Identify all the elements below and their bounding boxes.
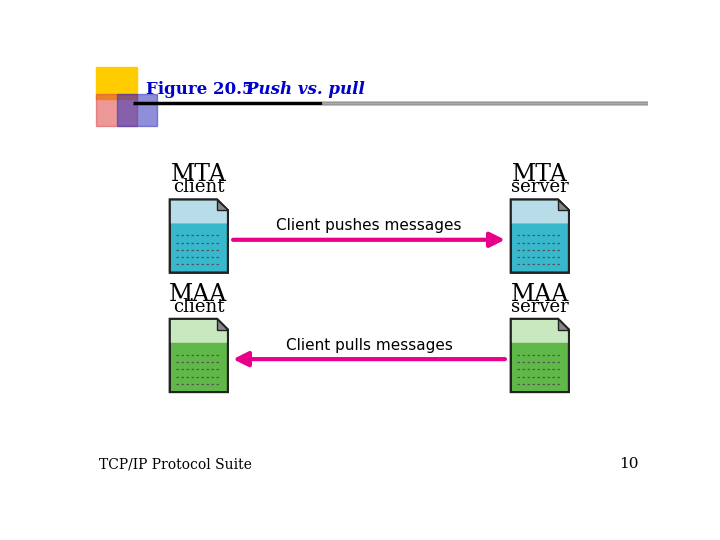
- Text: Figure 20.5: Figure 20.5: [145, 81, 253, 98]
- Text: TCP/IP Protocol Suite: TCP/IP Protocol Suite: [99, 457, 252, 471]
- Text: MTA: MTA: [512, 164, 567, 186]
- Text: Client pushes messages: Client pushes messages: [276, 218, 462, 233]
- Polygon shape: [510, 200, 569, 224]
- Bar: [96, 94, 137, 126]
- Text: MAA: MAA: [169, 283, 228, 306]
- Text: MTA: MTA: [171, 164, 226, 186]
- Polygon shape: [558, 319, 569, 330]
- Text: client: client: [173, 298, 224, 315]
- Polygon shape: [170, 200, 228, 224]
- Polygon shape: [170, 319, 228, 392]
- Polygon shape: [217, 200, 228, 211]
- Text: Push vs. pull: Push vs. pull: [223, 81, 365, 98]
- Text: client: client: [173, 178, 224, 196]
- Text: server: server: [510, 178, 568, 196]
- Polygon shape: [217, 319, 228, 330]
- Text: server: server: [510, 298, 568, 315]
- Bar: [96, 67, 137, 99]
- Text: Client pulls messages: Client pulls messages: [286, 338, 452, 353]
- Bar: [117, 94, 158, 126]
- Polygon shape: [170, 319, 228, 343]
- Text: 10: 10: [619, 457, 639, 471]
- Polygon shape: [170, 200, 228, 273]
- Polygon shape: [558, 200, 569, 211]
- Polygon shape: [510, 319, 569, 343]
- Text: MAA: MAA: [510, 283, 569, 306]
- Polygon shape: [510, 319, 569, 392]
- Polygon shape: [510, 200, 569, 273]
